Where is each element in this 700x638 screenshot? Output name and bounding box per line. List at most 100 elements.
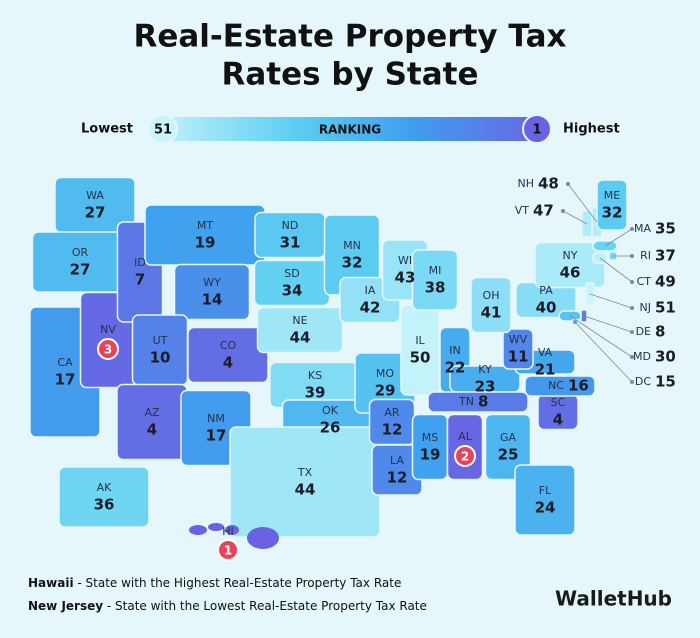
state-rank: 30 <box>655 348 676 366</box>
state-rank: 23 <box>475 378 496 396</box>
state-abbr: VA <box>538 346 553 359</box>
state-abbr: CA <box>57 356 73 369</box>
state-abbr: KS <box>308 369 322 382</box>
state-rank: 7 <box>135 271 145 289</box>
state-abbr: NM <box>207 412 225 425</box>
state-abbr: NE <box>292 314 307 327</box>
state-rank: 31 <box>280 234 301 252</box>
state-rank: 34 <box>282 282 303 300</box>
state-shape <box>189 525 207 535</box>
state-shape <box>256 306 344 354</box>
state-shape <box>484 413 532 481</box>
state-shape <box>524 375 596 397</box>
state-rank: 48 <box>538 175 559 193</box>
state-abbr: AL <box>458 430 473 443</box>
state-rank: 50 <box>410 349 431 367</box>
state-abbr: AZ <box>144 406 160 419</box>
state-rank: 51 <box>655 299 676 317</box>
state-shape <box>596 179 628 231</box>
leader-dot <box>630 380 634 384</box>
state-abbr: MD <box>633 350 651 363</box>
state-abbr: NV <box>100 323 116 336</box>
state-abbr: TX <box>297 466 313 479</box>
leader-dot <box>630 254 634 258</box>
state-abbr: IL <box>415 334 425 347</box>
state-shape <box>208 523 224 531</box>
state-rank: 26 <box>320 419 341 437</box>
state-abbr: MS <box>422 431 438 444</box>
footnote-text: - State with the Highest Real-Estate Pro… <box>74 576 402 590</box>
state-abbr: AR <box>384 406 400 419</box>
state-rank: 4 <box>223 354 233 372</box>
state-shape <box>187 326 269 384</box>
leader-line <box>562 210 588 225</box>
state-abbr: WA <box>86 189 104 202</box>
ranking-bar <box>150 117 550 141</box>
state-abbr: TN <box>458 395 474 408</box>
legend-high: Highest <box>563 122 620 137</box>
state-abbr: CO <box>220 339 237 352</box>
leader-dot <box>630 355 634 359</box>
state-abbr: MA <box>634 222 651 235</box>
state-shape <box>58 466 150 528</box>
state-rank: 36 <box>94 496 115 514</box>
badge <box>217 539 239 561</box>
state-abbr: AK <box>97 481 113 494</box>
state-shape <box>470 276 512 334</box>
state-abbr: NH <box>518 177 535 190</box>
state-rank: 25 <box>498 446 519 464</box>
state-rank: 10 <box>150 349 171 367</box>
state-abbr: HI <box>222 525 234 538</box>
state-rank: 43 <box>395 269 416 287</box>
state-rank: 29 <box>375 382 396 400</box>
state-abbr: WV <box>509 333 528 346</box>
state-shape <box>534 241 606 289</box>
state-rank: 44 <box>295 481 316 499</box>
state-abbr: OK <box>322 404 339 417</box>
state-shape <box>514 464 576 536</box>
state-abbr: KY <box>478 363 492 376</box>
state-abbr: NJ <box>640 301 651 314</box>
legend-circle <box>148 114 178 144</box>
state-rank: 37 <box>655 247 676 265</box>
state-rank: 39 <box>305 384 326 402</box>
state-rank: 14 <box>202 291 223 309</box>
leader-line <box>604 228 633 247</box>
state-rank: 41 <box>481 304 502 322</box>
state-abbr: WY <box>203 276 221 289</box>
leader-line <box>599 257 633 283</box>
state-abbr: DE <box>636 325 651 338</box>
state-rank: 21 <box>535 361 556 379</box>
title: Real-Estate Property Tax <box>133 19 566 55</box>
state-rank: 32 <box>342 254 363 272</box>
legend-low-rank: 51 <box>154 123 172 138</box>
footnote-state: New Jersey <box>28 599 103 613</box>
title: Rates by State <box>222 57 479 93</box>
state-abbr: UT <box>153 334 168 347</box>
state-rank: 44 <box>290 329 311 347</box>
state-abbr: FL <box>539 484 552 497</box>
legend-circle <box>522 114 552 144</box>
leader-dot <box>630 227 634 231</box>
state-shape <box>502 328 534 370</box>
leader-line <box>583 315 633 333</box>
state-rank: 17 <box>206 427 227 445</box>
leader-line <box>574 321 633 383</box>
state-rank: 38 <box>425 279 446 297</box>
state-abbr: LA <box>390 454 404 467</box>
state-abbr: IA <box>365 284 376 297</box>
state-rank: 42 <box>360 299 381 317</box>
leader-dot <box>630 306 634 310</box>
leader-line <box>569 315 633 358</box>
state-abbr: IN <box>449 344 460 357</box>
state-shape <box>247 527 279 549</box>
legend-center: RANKING <box>319 123 381 137</box>
state-abbr: ME <box>604 189 620 202</box>
logo: WalletHub <box>555 587 672 611</box>
state-rank: 17 <box>55 371 76 389</box>
footnote: New Jersey - State with the Lowest Real-… <box>28 599 427 613</box>
state-rank: 4 <box>147 421 157 439</box>
state-rank: 24 <box>535 499 556 517</box>
